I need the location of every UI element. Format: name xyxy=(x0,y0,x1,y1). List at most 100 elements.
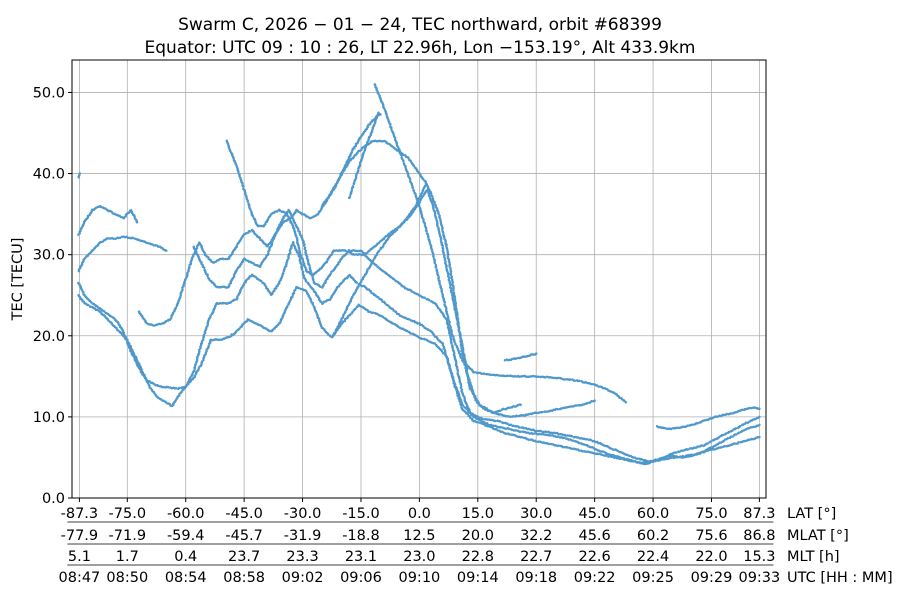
data-point xyxy=(472,371,475,374)
data-point xyxy=(457,377,461,380)
data-point xyxy=(510,357,514,361)
x-tick-label-row2: -71.9 xyxy=(109,528,147,544)
data-point xyxy=(466,374,469,378)
x-tick-label-row4: 08:47 xyxy=(59,570,101,586)
data-point xyxy=(86,303,90,307)
x-tick-label-row2: -31.9 xyxy=(284,528,322,544)
data-point xyxy=(481,417,485,421)
data-point xyxy=(452,349,456,353)
data-point xyxy=(417,196,421,200)
data-point xyxy=(325,260,329,264)
data-point xyxy=(142,375,146,378)
data-point xyxy=(359,280,363,284)
data-point xyxy=(527,438,531,441)
x-tick-label-row1: 45.0 xyxy=(578,506,610,522)
data-point xyxy=(342,313,345,316)
x-tick-label-row3: 22.6 xyxy=(578,549,610,565)
data-point xyxy=(466,405,469,408)
data-point xyxy=(308,263,311,267)
data-point xyxy=(446,250,449,253)
data-point xyxy=(238,327,241,331)
data-point xyxy=(242,185,245,188)
data-point xyxy=(329,272,332,276)
x-tick-label-row3: 0.4 xyxy=(174,549,197,565)
data-point xyxy=(437,277,440,280)
data-point xyxy=(186,383,189,386)
data-point xyxy=(700,444,704,447)
data-point xyxy=(90,208,94,211)
data-point xyxy=(681,456,684,459)
data-point xyxy=(729,412,733,415)
data-point xyxy=(453,295,457,298)
data-point xyxy=(347,251,351,254)
data-point xyxy=(112,237,115,241)
data-point xyxy=(445,265,448,269)
data-point xyxy=(266,218,270,221)
data-point xyxy=(489,373,492,376)
data-point xyxy=(312,278,315,282)
data-point xyxy=(351,295,354,299)
data-point xyxy=(302,274,306,277)
data-point xyxy=(422,218,425,221)
data-point xyxy=(297,247,301,250)
data-point xyxy=(494,419,497,423)
data-point xyxy=(575,404,578,407)
data-point xyxy=(402,221,405,224)
x-tick-label-row2: 86.8 xyxy=(743,528,775,544)
data-point xyxy=(562,436,566,440)
data-point xyxy=(504,432,508,435)
data-point xyxy=(388,232,391,235)
data-point xyxy=(300,263,303,267)
x-axis-row-label: MLT [h] xyxy=(787,549,840,565)
data-point xyxy=(449,326,452,330)
data-point xyxy=(309,299,313,302)
chart-title-line1: Swarm C, 2026 − 01 − 24, TEC northward, … xyxy=(178,15,662,35)
data-point xyxy=(167,385,170,389)
data-point xyxy=(441,244,444,247)
data-point xyxy=(696,445,699,448)
data-point xyxy=(569,378,572,381)
data-point xyxy=(458,331,462,334)
data-point xyxy=(164,320,168,323)
data-point xyxy=(431,252,435,256)
series-track-14 xyxy=(77,172,82,179)
data-point xyxy=(351,184,355,188)
data-point xyxy=(206,324,209,328)
x-tick-label-row4: 09:02 xyxy=(282,570,324,586)
data-point xyxy=(233,298,236,302)
data-point xyxy=(421,177,425,181)
data-point xyxy=(322,283,325,287)
data-point xyxy=(519,403,522,406)
data-point xyxy=(412,189,416,193)
x-tick-label-row1: 30.0 xyxy=(520,506,552,522)
data-point xyxy=(515,357,518,360)
data-point xyxy=(417,204,421,207)
data-point xyxy=(461,355,465,358)
data-point xyxy=(531,411,535,415)
data-point xyxy=(519,414,523,417)
data-point xyxy=(195,246,199,250)
data-point xyxy=(585,401,589,405)
data-point xyxy=(452,288,455,292)
x-axis: -87.3 -75.0 -60.0 -45.0 -30.0 -15.0 0.0 15.0 30.… xyxy=(59,498,893,586)
data-point xyxy=(296,227,300,230)
data-point xyxy=(519,430,523,433)
data-point xyxy=(459,337,462,341)
data-point xyxy=(459,334,462,338)
data-point xyxy=(263,222,267,226)
series-track-11 xyxy=(77,205,139,236)
data-point xyxy=(723,444,726,448)
data-point xyxy=(427,194,431,197)
data-point xyxy=(673,454,676,458)
data-point xyxy=(440,350,444,353)
data-point xyxy=(438,279,441,283)
data-point xyxy=(397,312,400,316)
data-point xyxy=(449,287,453,290)
data-point xyxy=(174,387,178,390)
data-point xyxy=(433,212,437,215)
data-point xyxy=(589,446,592,449)
data-point xyxy=(758,435,761,439)
data-point xyxy=(232,275,236,278)
data-point xyxy=(352,181,356,184)
